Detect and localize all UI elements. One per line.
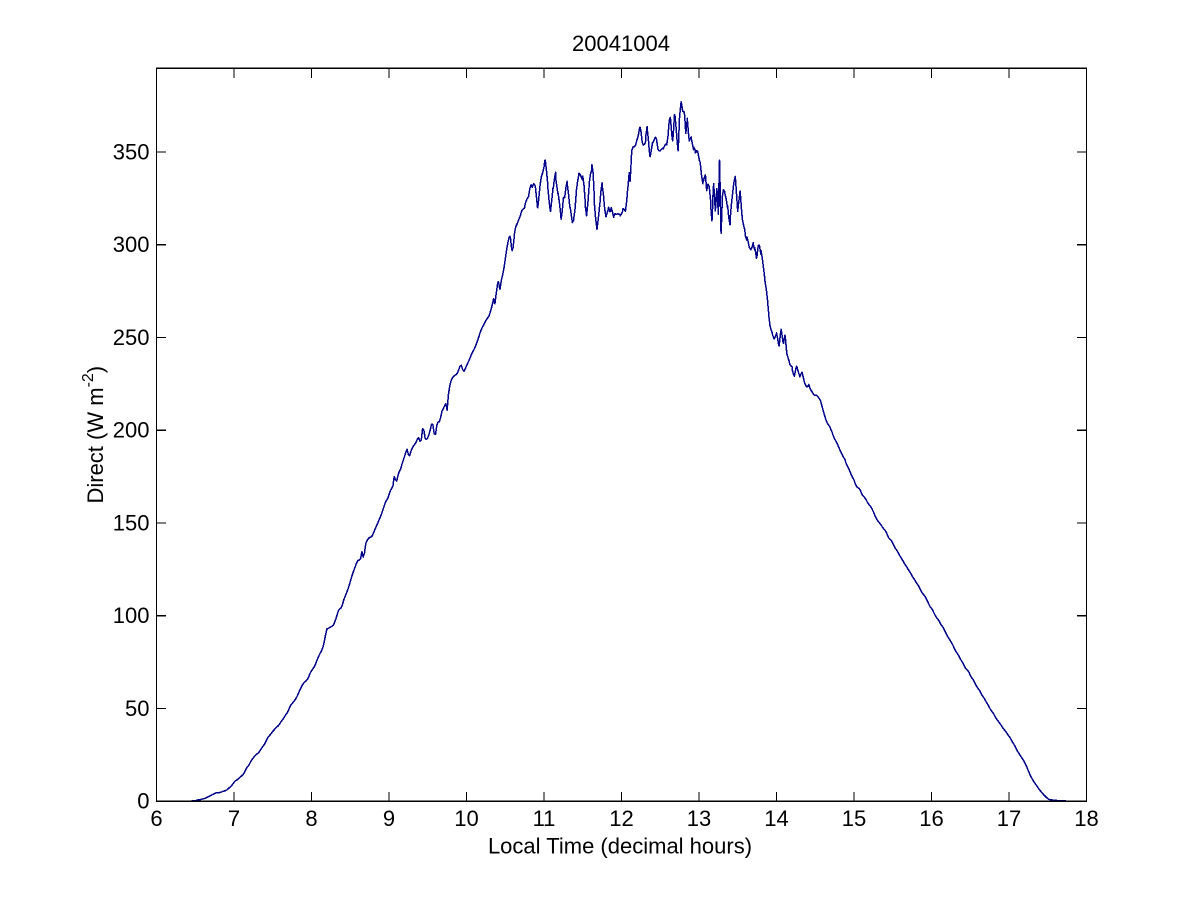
svg-text:15: 15 — [842, 806, 866, 831]
svg-text:50: 50 — [125, 696, 149, 721]
svg-text:18: 18 — [1074, 806, 1098, 831]
svg-text:14: 14 — [764, 806, 788, 831]
svg-text:350: 350 — [113, 139, 150, 164]
svg-text:Local Time (decimal hours): Local Time (decimal hours) — [488, 834, 752, 859]
svg-text:100: 100 — [113, 603, 150, 628]
svg-text:Direct (W m-2): Direct (W m-2) — [80, 366, 108, 504]
svg-text:10: 10 — [454, 806, 478, 831]
svg-text:0: 0 — [137, 789, 149, 814]
svg-text:200: 200 — [113, 418, 150, 443]
svg-text:16: 16 — [919, 806, 943, 831]
svg-text:300: 300 — [113, 232, 150, 257]
svg-text:150: 150 — [113, 510, 150, 535]
svg-text:11: 11 — [533, 806, 556, 831]
svg-text:6: 6 — [150, 806, 162, 831]
svg-text:8: 8 — [305, 806, 317, 831]
svg-text:13: 13 — [687, 806, 711, 831]
svg-text:20041004: 20041004 — [572, 31, 670, 56]
svg-text:12: 12 — [609, 806, 633, 831]
svg-text:7: 7 — [228, 806, 240, 831]
svg-text:17: 17 — [997, 806, 1021, 831]
svg-text:250: 250 — [113, 325, 150, 350]
svg-text:9: 9 — [383, 806, 395, 831]
